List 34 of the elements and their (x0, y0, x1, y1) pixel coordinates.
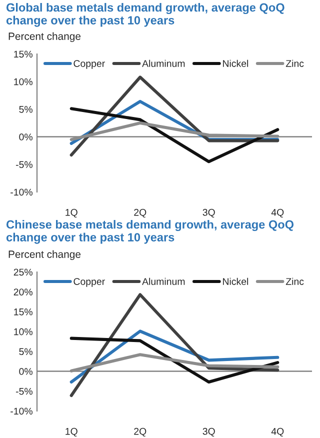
y-tick-label: 15% (14, 308, 32, 316)
x-tick-label: 3Q (202, 208, 215, 218)
legend-label: Copper (74, 60, 105, 69)
y-tick-label: 20% (14, 288, 32, 296)
y-tick-label: 0% (19, 368, 32, 375)
y-tick-label: 0% (19, 134, 32, 140)
y-tick-label: -10% (10, 408, 32, 415)
legend-label: Nickel (223, 60, 248, 67)
y-tick-label: -5% (16, 388, 32, 395)
legend-label: Zinc (286, 60, 304, 67)
x-tick-label: 2Q (134, 428, 146, 437)
x-tick-label: 1Q (66, 428, 78, 437)
x-tick-label: 1Q (66, 208, 78, 218)
y-tick-label: 10% (14, 78, 32, 86)
x-tick-label: 2Q (134, 208, 146, 218)
y-axis-title: Percent change (8, 32, 81, 42)
y-axis-title: Percent change (8, 250, 81, 260)
chart-title: Global base metals demand growth, average QoQ change over the past 10 years (6, 3, 284, 27)
y-tick-label: 25% (14, 268, 32, 276)
legend-label: Copper (74, 278, 105, 287)
legend-label: Aluminum (142, 278, 185, 285)
legend-label: Nickel (223, 278, 248, 285)
x-tick-label: 3Q (202, 428, 215, 437)
y-tick-label: 5% (19, 348, 32, 356)
y-tick-label: -10% (10, 188, 32, 196)
y-tick-label: 15% (14, 50, 32, 58)
x-tick-label: 4Q (271, 428, 284, 437)
y-tick-label: 5% (19, 106, 32, 113)
legend-label: Aluminum (142, 60, 185, 67)
y-tick-label: -5% (16, 161, 32, 168)
y-tick-label: 10% (14, 328, 32, 336)
x-tick-label: 4Q (271, 208, 284, 218)
chart-title: Chinese base metals demand growth, average QoQ change over the past 10 years (6, 220, 294, 244)
legend-label: Zinc (286, 278, 304, 285)
